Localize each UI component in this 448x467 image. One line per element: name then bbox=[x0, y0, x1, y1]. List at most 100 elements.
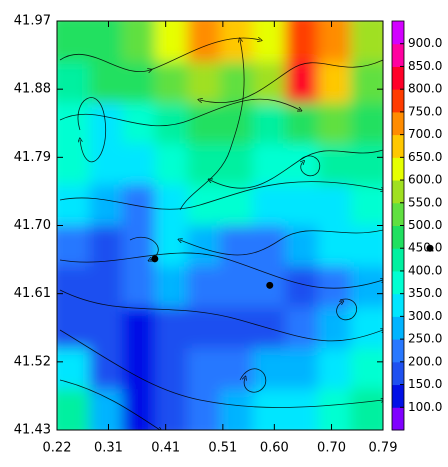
field-cell bbox=[220, 143, 254, 186]
field-cell bbox=[154, 102, 189, 145]
colorbar-band bbox=[392, 111, 404, 136]
field-cell bbox=[122, 61, 156, 104]
field-cell bbox=[122, 389, 156, 430]
y-tick-label: 41.61 bbox=[14, 286, 51, 301]
field-cell bbox=[252, 61, 287, 104]
field-cell bbox=[350, 184, 383, 227]
field-cell bbox=[57, 348, 91, 391]
field-cell bbox=[317, 307, 352, 350]
field-cell bbox=[317, 21, 352, 63]
field-cell bbox=[154, 143, 189, 186]
field-cell bbox=[220, 225, 254, 268]
field-cell bbox=[122, 21, 156, 63]
field-cell bbox=[252, 102, 287, 145]
field-cell bbox=[285, 348, 319, 391]
field-cell bbox=[57, 184, 91, 227]
field-cell bbox=[220, 21, 254, 63]
field-cell bbox=[89, 348, 124, 391]
colorbar-tick-label: 550.0 bbox=[408, 195, 442, 209]
y-tick-label: 41.43 bbox=[14, 423, 51, 438]
field-cell bbox=[317, 61, 352, 104]
colorbar-tick-label: 200.0 bbox=[408, 354, 442, 368]
field-cell bbox=[89, 61, 124, 104]
field-cell bbox=[220, 184, 254, 227]
colorbar-band bbox=[392, 89, 404, 113]
field-cell bbox=[89, 307, 124, 350]
field-cell bbox=[317, 348, 352, 391]
field-cell bbox=[154, 348, 189, 391]
field-cell bbox=[285, 389, 319, 430]
colorbar-tick-label: 150.0 bbox=[408, 377, 442, 391]
field-cell bbox=[220, 102, 254, 145]
colorbar bbox=[392, 21, 404, 431]
y-tick-label: 41.70 bbox=[14, 218, 51, 233]
field-cell bbox=[350, 61, 383, 104]
field-cell bbox=[317, 102, 352, 145]
colorbar-tick-label: 350.0 bbox=[408, 286, 442, 300]
colorbar-band bbox=[392, 134, 404, 158]
x-tick-label: 0.79 bbox=[369, 441, 398, 456]
field-cell bbox=[350, 389, 383, 430]
colorbar-band bbox=[392, 270, 404, 295]
x-tick-label: 0.22 bbox=[43, 441, 72, 456]
field-cell bbox=[285, 143, 319, 186]
field-cell bbox=[57, 102, 91, 145]
colorbar-band bbox=[392, 316, 404, 340]
y-tick-label: 41.52 bbox=[14, 354, 51, 369]
field-cell bbox=[285, 225, 319, 268]
colorbar-band bbox=[392, 384, 404, 408]
colorbar-tick-label: 850.0 bbox=[408, 59, 442, 73]
field-cell bbox=[89, 389, 124, 430]
field-cell bbox=[187, 348, 221, 391]
colorbar-tick-label: 750.0 bbox=[408, 104, 442, 118]
field-cell bbox=[57, 307, 91, 350]
colorbar-band bbox=[392, 21, 404, 45]
colorbar-tick-label: 650.0 bbox=[408, 150, 442, 164]
colorbar-band bbox=[392, 407, 404, 431]
field-cell bbox=[122, 266, 156, 309]
field-cell bbox=[350, 307, 383, 350]
colorbar-tick-label: 300.0 bbox=[408, 309, 442, 323]
colorbar-tick-label: 400.0 bbox=[408, 263, 442, 277]
colorbar-band bbox=[392, 43, 404, 67]
point bbox=[266, 281, 274, 289]
field-cell bbox=[89, 266, 124, 309]
field-cell bbox=[285, 102, 319, 145]
field-cell bbox=[187, 102, 221, 145]
colorbar-tick-label: 100.0 bbox=[408, 400, 442, 414]
field-cell bbox=[187, 143, 221, 186]
x-tick-label: 0.70 bbox=[317, 441, 346, 456]
colorbar-band bbox=[392, 180, 404, 204]
colorbar-marker bbox=[426, 244, 434, 252]
field-cell bbox=[220, 348, 254, 391]
field-cell bbox=[252, 389, 287, 430]
colorbar-tick-label: 450.0 bbox=[408, 241, 442, 255]
field-cell bbox=[220, 266, 254, 309]
field-cell bbox=[350, 21, 383, 63]
field-cell bbox=[220, 389, 254, 430]
field-cell bbox=[154, 225, 189, 268]
field-cell bbox=[122, 225, 156, 268]
field-cell bbox=[57, 21, 91, 63]
colorbar-band bbox=[392, 248, 404, 272]
field-cell bbox=[317, 389, 352, 430]
field-cell bbox=[154, 307, 189, 350]
field-cell bbox=[285, 307, 319, 350]
colorbar-tick-label: 700.0 bbox=[408, 127, 442, 141]
colorbar-tick-label: 250.0 bbox=[408, 332, 442, 346]
field-cell bbox=[154, 184, 189, 227]
field-cell bbox=[220, 307, 254, 350]
colorbar-tick-label: 500.0 bbox=[408, 218, 442, 232]
field-cell bbox=[57, 266, 91, 309]
field-cell bbox=[317, 184, 352, 227]
field-cell bbox=[350, 266, 383, 309]
x-tick-label: 0.51 bbox=[208, 441, 237, 456]
field-cell bbox=[154, 389, 189, 430]
field-cell bbox=[252, 143, 287, 186]
y-tick-label: 41.88 bbox=[14, 82, 51, 97]
colorbar-band bbox=[392, 66, 404, 90]
x-tick-label: 0.31 bbox=[94, 441, 123, 456]
field-cell bbox=[187, 61, 221, 104]
field-cell bbox=[350, 348, 383, 391]
